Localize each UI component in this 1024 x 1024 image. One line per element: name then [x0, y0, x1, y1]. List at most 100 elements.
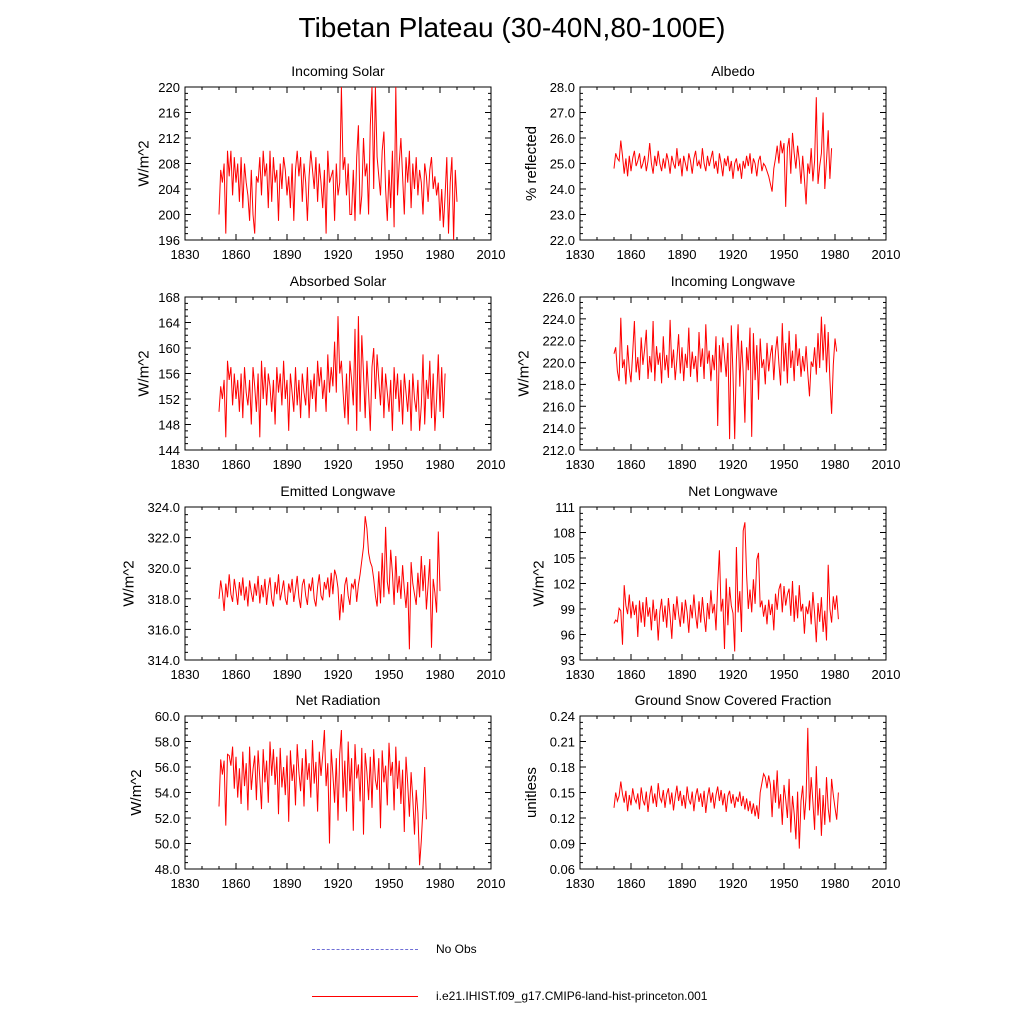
x-tick-label: 1920	[719, 457, 748, 472]
y-tick-label: 318.0	[147, 592, 180, 607]
chart-panel: 1830 1860 1890 1920 1950 1980 2010 314.0 316.0 31…	[121, 483, 506, 682]
y-axis-label: W/m^2	[128, 769, 145, 815]
y-tick-label: 58.0	[155, 735, 180, 750]
x-tick-label: 1890	[668, 667, 697, 682]
y-tick-label: 0.09	[550, 837, 575, 852]
series-line	[218, 316, 446, 438]
y-tick-label: 93	[561, 653, 575, 668]
y-tick-label: 224.0	[542, 312, 575, 327]
y-tick-label: 0.18	[550, 760, 575, 775]
y-tick-label: 226.0	[542, 290, 575, 305]
y-axis-label: W/m^2	[121, 560, 138, 606]
y-tick-label: 212.0	[542, 443, 575, 458]
y-tick-label: 0.21	[550, 735, 575, 750]
x-tick-label: 1950	[375, 876, 404, 891]
series-line	[613, 727, 839, 849]
x-tick-label: 1860	[617, 667, 646, 682]
series-line	[613, 97, 833, 207]
y-tick-label: 26.0	[550, 131, 575, 146]
y-tick-label: 218.0	[542, 377, 575, 392]
x-tick-label: 2010	[477, 876, 506, 891]
x-tick-label: 1890	[273, 667, 302, 682]
chart-title: Incoming Solar	[291, 63, 385, 79]
x-tick-label: 1920	[324, 876, 353, 891]
y-tick-label: 220.0	[542, 356, 575, 371]
legend-model: i.e21.IHIST.f09_g17.CMIP6-land-hist-prin…	[300, 989, 900, 1005]
chart-panel: 1830 1860 1890 1920 1950 1980 2010 212.0 214.0 21…	[516, 273, 901, 472]
x-tick-label: 1920	[719, 667, 748, 682]
x-tick-label: 1860	[222, 457, 251, 472]
plot-frame	[184, 715, 492, 870]
x-tick-label: 1890	[668, 876, 697, 891]
y-tick-label: 105	[553, 551, 575, 566]
series-line	[613, 316, 838, 440]
y-axis-label: % reflected	[523, 126, 540, 201]
y-axis-label: W/m^2	[516, 350, 533, 396]
x-tick-label: 1830	[566, 667, 595, 682]
chart-title: Emitted Longwave	[280, 483, 395, 499]
plot-frame	[184, 506, 492, 661]
y-axis-label: W/m^2	[136, 140, 153, 186]
y-tick-label: 96	[561, 628, 575, 643]
x-tick-label: 1950	[770, 876, 799, 891]
legend-obs-swatch	[312, 949, 418, 950]
y-tick-label: 23.0	[550, 208, 575, 223]
x-tick-label: 1860	[617, 876, 646, 891]
y-tick-label: 0.24	[550, 709, 575, 724]
y-tick-label: 108	[553, 526, 575, 541]
series-line	[613, 522, 839, 652]
y-tick-label: 24.0	[550, 182, 575, 197]
chart-panel: 1830 1860 1890 1920 1950 1980 2010 144 148 152 156…	[136, 273, 506, 472]
series-line	[218, 86, 458, 241]
chart-panel: 1830 1860 1890 1920 1950 1980 2010 22.0 23.0 24.0…	[523, 63, 900, 262]
y-tick-label: 0.12	[550, 811, 575, 826]
x-tick-label: 1920	[719, 876, 748, 891]
y-tick-label: 152	[158, 392, 180, 407]
x-tick-label: 1890	[668, 457, 697, 472]
y-tick-label: 27.0	[550, 106, 575, 121]
y-axis-label: W/m^2	[531, 560, 548, 606]
chart-panel: 1830 1860 1890 1920 1950 1980 2010 48.0 50.0 52.0…	[128, 692, 505, 891]
y-tick-label: 56.0	[155, 760, 180, 775]
x-tick-label: 1950	[770, 667, 799, 682]
x-tick-label: 1830	[566, 876, 595, 891]
x-tick-label: 1920	[324, 457, 353, 472]
y-tick-label: 160	[158, 341, 180, 356]
x-tick-label: 1950	[770, 457, 799, 472]
x-tick-label: 2010	[872, 667, 901, 682]
chart-title: Ground Snow Covered Fraction	[635, 692, 832, 708]
y-tick-label: 216.0	[542, 399, 575, 414]
x-tick-label: 1920	[324, 667, 353, 682]
y-tick-label: 214.0	[542, 421, 575, 436]
x-tick-label: 1860	[222, 667, 251, 682]
y-tick-label: 222.0	[542, 334, 575, 349]
plot-frame	[579, 506, 887, 661]
x-tick-label: 1890	[668, 247, 697, 262]
y-tick-label: 196	[158, 233, 180, 248]
y-tick-label: 111	[555, 500, 575, 515]
chart-title: Net Longwave	[688, 483, 778, 499]
legend-model-swatch	[312, 996, 418, 997]
series-line	[218, 729, 427, 866]
y-tick-label: 99	[561, 602, 575, 617]
x-tick-label: 2010	[872, 247, 901, 262]
y-tick-label: 28.0	[550, 80, 575, 95]
y-tick-label: 220	[158, 80, 180, 95]
legend-obs: No Obs	[300, 942, 900, 958]
chart-panel: 1830 1860 1890 1920 1950 1980 2010 93 96 99 102 105…	[531, 483, 901, 682]
y-tick-label: 60.0	[155, 709, 180, 724]
legend-obs-label: No Obs	[436, 942, 477, 956]
y-tick-label: 324.0	[147, 500, 180, 515]
y-tick-label: 0.06	[550, 862, 575, 877]
y-axis-label: W/m^2	[136, 350, 153, 396]
x-tick-label: 1950	[375, 667, 404, 682]
x-tick-label: 1830	[566, 247, 595, 262]
series-line	[218, 516, 441, 650]
x-tick-label: 1920	[324, 247, 353, 262]
x-tick-label: 1950	[770, 247, 799, 262]
chart-panel: 1830 1860 1890 1920 1950 1980 2010 196 200 204 208…	[136, 63, 506, 262]
y-tick-label: 0.15	[550, 786, 575, 801]
y-tick-label: 22.0	[550, 233, 575, 248]
x-tick-label: 2010	[872, 457, 901, 472]
